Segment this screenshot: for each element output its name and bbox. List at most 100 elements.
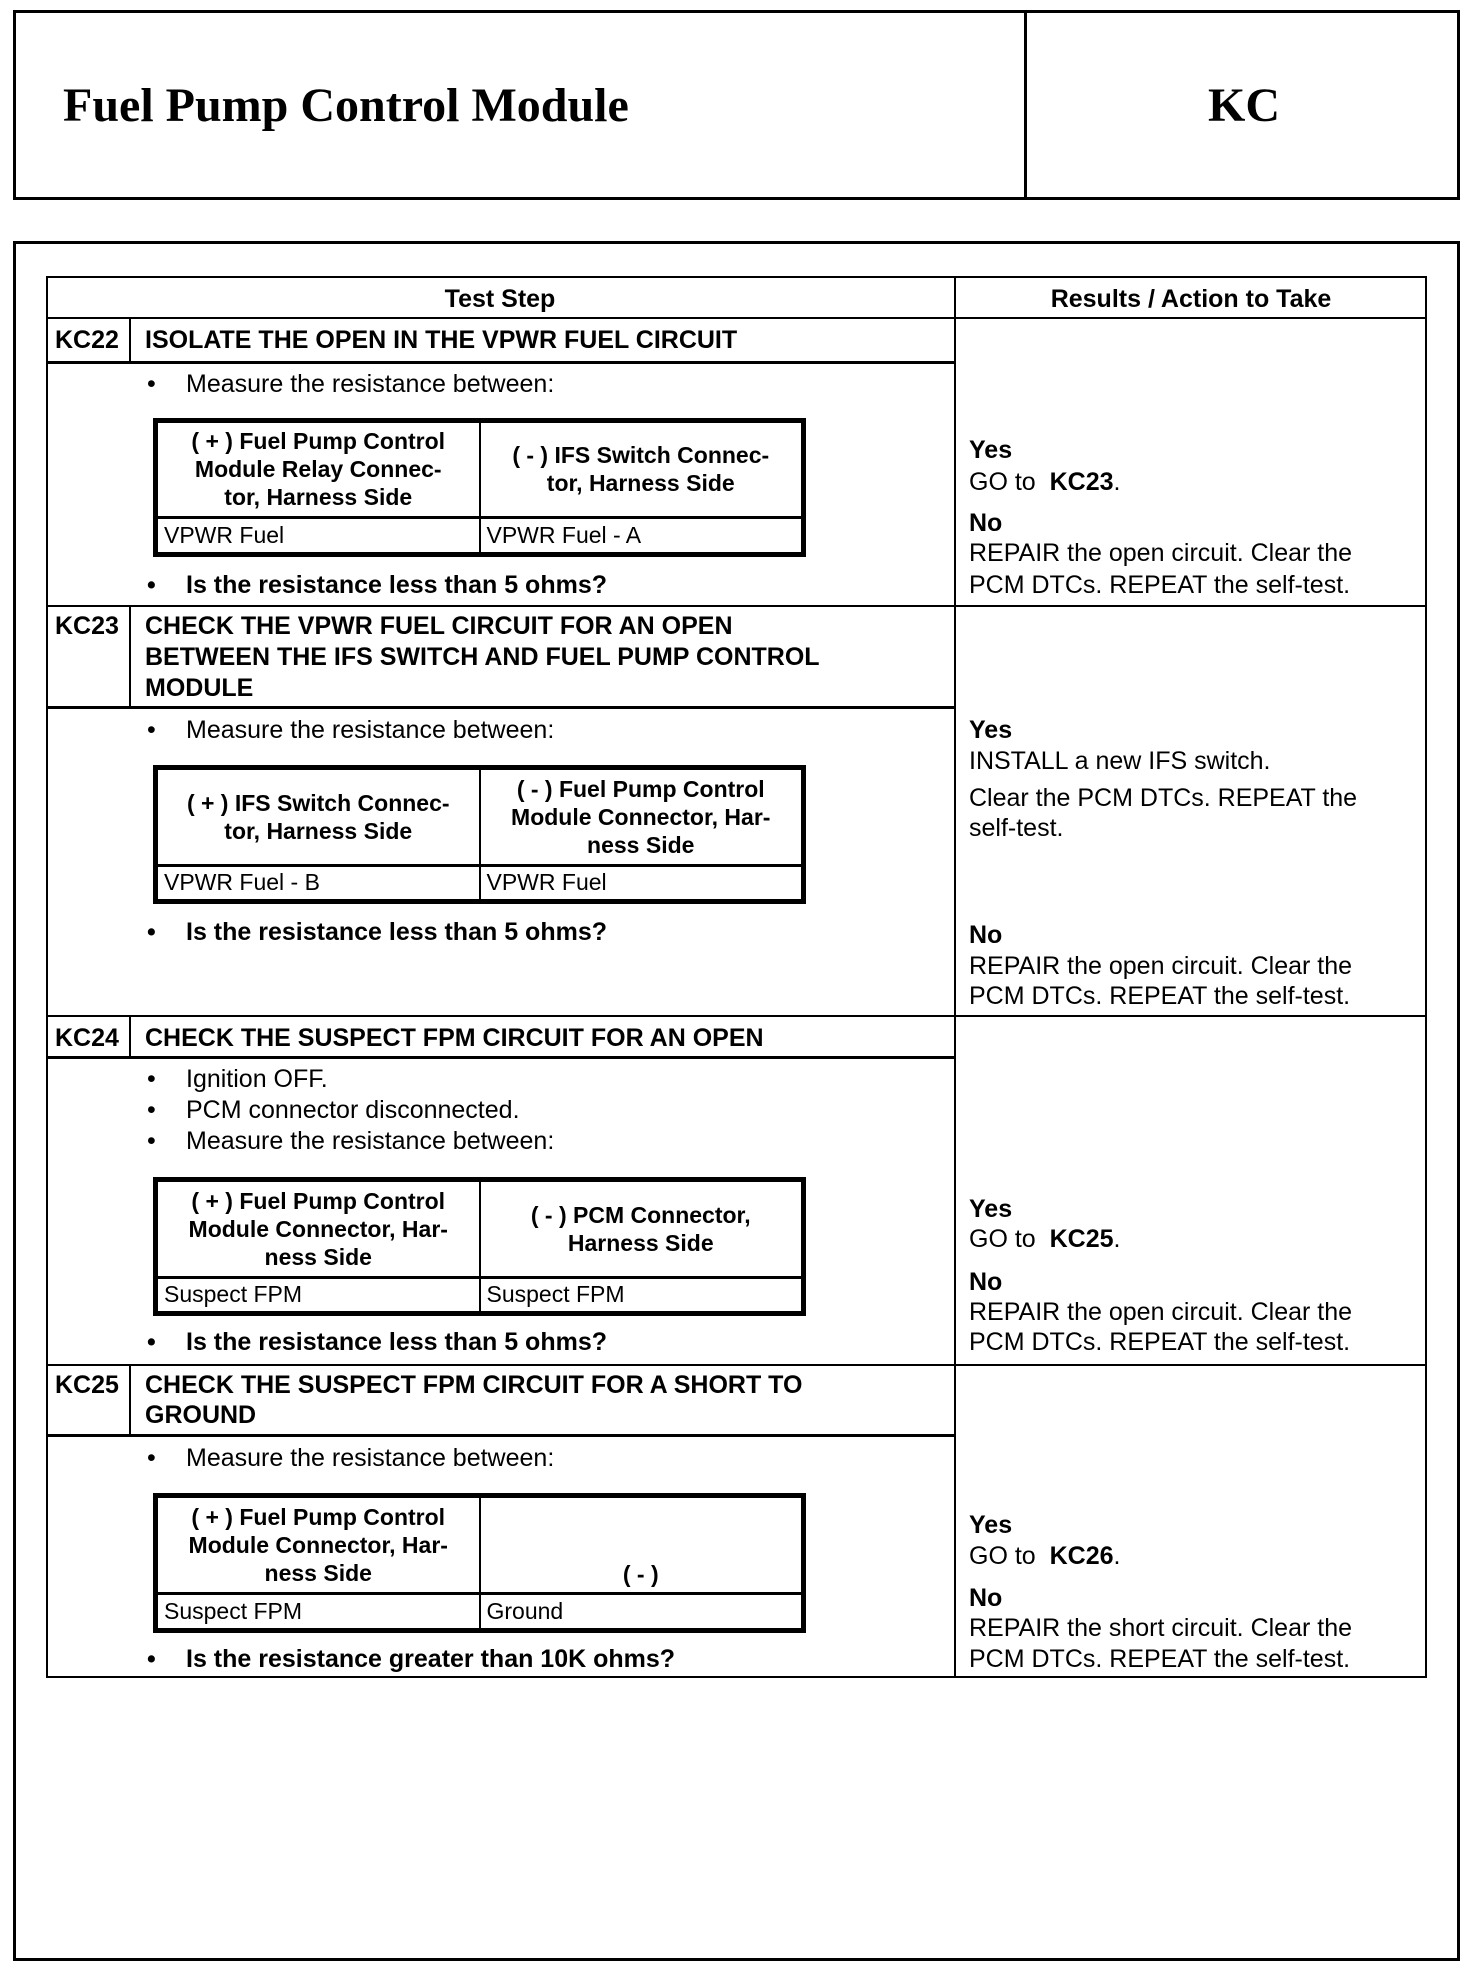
header-divider: [1024, 10, 1027, 200]
bullet-icon: •: [147, 1328, 156, 1356]
bullet-icon: •: [147, 1645, 156, 1673]
step-id: KC25: [55, 1371, 119, 1399]
goto-text: GO to: [969, 468, 1036, 496]
bullet-text: PCM connector disconnected.: [186, 1096, 520, 1124]
section-code: KC: [1208, 79, 1280, 132]
minus-header: Harness Side: [567, 1229, 714, 1256]
no-action: REPAIR the open circuit. Clear the: [969, 539, 1353, 567]
yes-action: INSTALL a new IFS switch.: [969, 747, 1271, 775]
bullet-icon: •: [147, 571, 156, 599]
no-action: PCM DTCs. REPEAT the self-test.: [969, 1645, 1351, 1673]
id-divider: [129, 1366, 131, 1435]
no-label: No: [969, 921, 1003, 949]
yes-label: Yes: [969, 436, 1013, 464]
row-divider: [46, 1015, 1427, 1017]
row-divider: [46, 1364, 1427, 1366]
plus-value: Suspect FPM: [156, 1276, 481, 1313]
goto-text: GO to: [969, 1542, 1036, 1570]
minus-header: ness Side: [587, 831, 695, 858]
minus-header: Module Connector, Har-: [511, 803, 771, 830]
column-divider: [954, 276, 956, 1678]
yes-label: Yes: [969, 1195, 1013, 1223]
header-box: [13, 10, 1460, 200]
punctuation: .: [1113, 1225, 1121, 1253]
bullet-icon: •: [147, 716, 156, 744]
no-action: PCM DTCs. REPEAT the self-test.: [969, 982, 1351, 1010]
bullet-icon: •: [147, 1096, 156, 1124]
bullet-icon: •: [147, 1065, 156, 1093]
row-divider: [46, 317, 1427, 319]
yes-action: GO to KC26.: [969, 1541, 1120, 1571]
step-title: BETWEEN THE IFS SWITCH AND FUEL PUMP CON…: [145, 643, 820, 671]
row-divider: [46, 706, 954, 709]
plus-value: VPWR Fuel - B: [156, 864, 481, 901]
id-divider: [129, 1017, 131, 1057]
punctuation: .: [1113, 1542, 1121, 1570]
bullet-text: Measure the resistance between:: [186, 716, 555, 744]
step-id: KC23: [55, 612, 119, 640]
minus-header: ( - ): [622, 1560, 659, 1587]
minus-value: Ground: [478, 1592, 803, 1630]
step-title: GROUND: [145, 1401, 257, 1429]
goto-target: KC25: [1049, 1225, 1114, 1253]
punctuation: .: [1113, 468, 1121, 496]
column-header-test-step: Test Step: [444, 285, 556, 313]
bullet-text: Measure the resistance between:: [186, 1444, 555, 1472]
column-header-results: Results / Action to Take: [1050, 285, 1332, 313]
measurement-table: ( + ) IFS Switch Connec-tor, Harness Sid…: [153, 765, 806, 904]
plus-header: tor, Harness Side: [224, 484, 413, 511]
question: Is the resistance greater than 10K ohms?: [186, 1645, 676, 1673]
minus-header: tor, Harness Side: [546, 470, 735, 497]
minus-value: VPWR Fuel - A: [478, 516, 803, 554]
yes-label: Yes: [969, 716, 1013, 744]
plus-value: Suspect FPM: [156, 1592, 481, 1630]
no-label: No: [969, 1584, 1003, 1612]
plus-header: ness Side: [264, 1559, 372, 1586]
bullet-text: Ignition OFF.: [186, 1065, 328, 1093]
row-divider: [46, 1434, 954, 1437]
measurement-table: ( + ) Fuel Pump Control Module Connector,…: [153, 1177, 806, 1316]
page-title: Fuel Pump Control Module: [63, 79, 629, 132]
plus-header: Module Connector, Har-: [188, 1531, 448, 1558]
step-title: CHECK THE SUSPECT FPM CIRCUIT FOR AN OPE…: [145, 1024, 764, 1052]
step-title: CHECK THE VPWR FUEL CIRCUIT FOR AN OPEN: [145, 612, 733, 640]
goto-target: KC23: [1049, 468, 1114, 496]
plus-header: ( + ) IFS Switch Connec-: [186, 789, 450, 816]
goto-text: GO to: [969, 1225, 1036, 1253]
id-divider: [129, 607, 131, 707]
plus-header: ness Side: [264, 1243, 372, 1270]
bullet-text: Measure the resistance between:: [186, 1127, 555, 1155]
no-action: REPAIR the open circuit. Clear the: [969, 1298, 1353, 1326]
bullet-icon: •: [147, 1444, 156, 1472]
no-label: No: [969, 509, 1003, 537]
yes-action: GO to KC25.: [969, 1224, 1120, 1254]
diagnostic-table: [46, 276, 1427, 1678]
row-divider: [46, 605, 1427, 607]
bullet-text: Measure the resistance between:: [186, 370, 555, 398]
minus-value: Suspect FPM: [478, 1276, 803, 1313]
plus-header: Module Relay Connec-: [194, 456, 442, 483]
plus-header: ( + ) Fuel Pump Control: [191, 1187, 446, 1214]
no-action: PCM DTCs. REPEAT the self-test.: [969, 1328, 1351, 1356]
no-action: PCM DTCs. REPEAT the self-test.: [969, 571, 1351, 599]
yes-label: Yes: [969, 1511, 1013, 1539]
question: Is the resistance less than 5 ohms?: [186, 1328, 607, 1356]
step-id: KC24: [55, 1024, 119, 1052]
step-title: MODULE: [145, 674, 254, 702]
bullet-icon: •: [147, 918, 156, 946]
question: Is the resistance less than 5 ohms?: [186, 918, 607, 946]
goto-target: KC26: [1049, 1542, 1114, 1570]
plus-header: Module Connector, Har-: [188, 1215, 448, 1242]
yes-action: self-test.: [969, 814, 1064, 842]
no-action: REPAIR the short circuit. Clear the: [969, 1614, 1353, 1642]
measurement-table: ( + ) Fuel Pump Control Module Connector,…: [153, 1493, 806, 1633]
bullet-icon: •: [147, 370, 156, 398]
yes-action: GO to KC23.: [969, 467, 1120, 497]
step-title: ISOLATE THE OPEN IN THE VPWR FUEL CIRCUI…: [145, 326, 738, 354]
minus-value: VPWR Fuel: [478, 864, 803, 901]
minus-header: ( - ) Fuel Pump Control: [516, 775, 765, 802]
step-title: CHECK THE SUSPECT FPM CIRCUIT FOR A SHOR…: [145, 1371, 803, 1399]
plus-header: tor, Harness Side: [224, 817, 413, 844]
plus-header: ( + ) Fuel Pump Control: [191, 1503, 446, 1530]
